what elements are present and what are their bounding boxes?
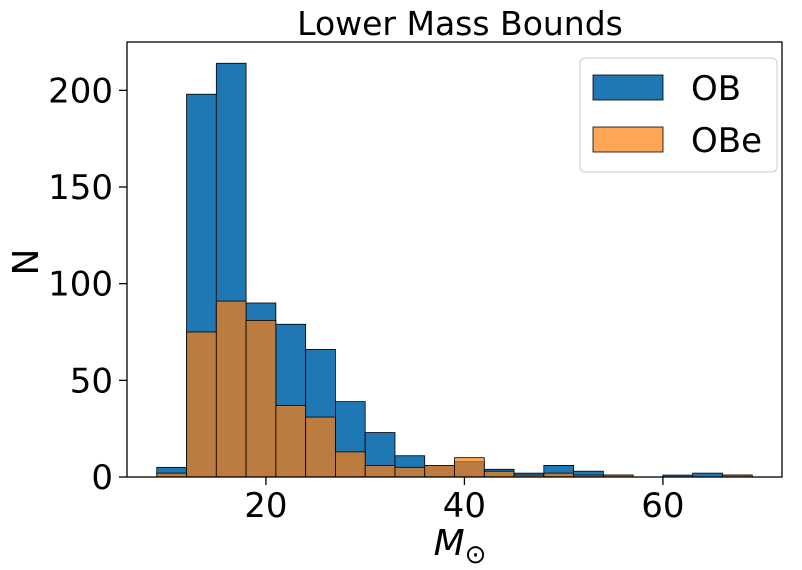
x-tick-label-60: 60 [641,486,684,526]
x-tick-label-20: 20 [244,486,287,526]
y-tick-label-200: 200 [48,71,113,111]
bar-obe-1 [186,331,217,478]
bar-obe-8 [394,466,426,478]
bar-obe-10 [454,457,485,478]
plot-frame [126,41,783,478]
x-axis-label: M⊙ [434,523,487,570]
bar-obe-2 [215,300,247,478]
bar-obe-5 [305,416,336,478]
x-axis-label-subscript: ⊙ [465,540,487,570]
legend-label-ob: OB [691,69,741,109]
bars-layer [156,62,753,478]
bar-obe-7 [364,464,396,478]
legend-swatch-ob [592,74,664,101]
legend-label-obe: OBe [691,121,762,161]
y-tick-label-100: 100 [48,265,113,305]
legend-swatch-obe [592,126,664,153]
ticks-layer: 0 50 100 150 200 20 40 60 [48,71,684,526]
bar-obe-9 [424,464,455,478]
x-tick-label-40: 40 [443,486,486,526]
bar-obe-6 [335,451,366,478]
y-tick-label-0: 0 [91,458,113,498]
y-tick-label-150: 150 [48,168,113,208]
bar-obe-11 [483,470,515,478]
chart-title: Lower Mass Bounds [297,4,623,43]
bar-obe-3 [245,319,277,478]
x-axis-label-main: M [434,523,465,564]
bar-obe-4 [275,405,307,478]
legend: OB OBe [579,57,778,173]
y-axis-label: N [6,249,47,276]
y-tick-label-50: 50 [70,361,113,401]
